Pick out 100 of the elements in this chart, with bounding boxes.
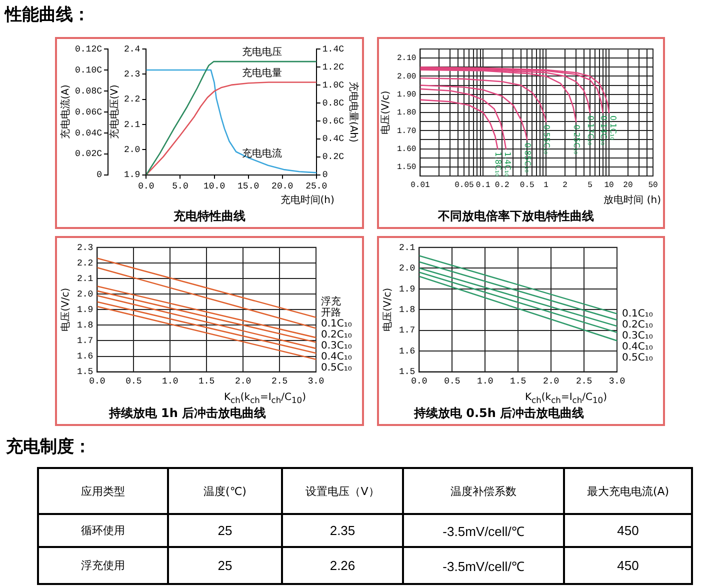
y-tick-label: 2.2 — [124, 94, 140, 105]
y-axis-title: 充电电压(V) — [108, 84, 121, 140]
x-tick-label: 1.0 — [162, 376, 178, 387]
category-label: 最大充电电流(A) — [564, 468, 692, 514]
x-tick-label: 0.0 — [138, 182, 154, 192]
text: 0.85C₁₀ — [523, 142, 532, 173]
x-tick-label: 50 — [648, 180, 658, 190]
series-label: 0.3C₁₀ — [622, 330, 653, 342]
text: 2.26 — [330, 558, 356, 573]
x-tick-label: 2.5 — [271, 376, 288, 387]
y-tick-label: 1.6 — [399, 346, 416, 356]
x-tick-label: 0.01 — [410, 180, 430, 190]
y2-tick-label: 1.4C — [322, 44, 345, 54]
x-tick-label: 20.0 — [272, 182, 294, 192]
x-tick-label: 0.5 — [520, 180, 535, 190]
x-tick-label: 3.0 — [608, 376, 626, 387]
x-tick-label: 2.5 — [576, 376, 592, 387]
series-label: 0.4C₁₀ — [321, 351, 352, 362]
y2-tick-label: 1.2C — [322, 62, 345, 72]
text: 25 — [218, 558, 232, 573]
y-tick-label: 1.8 — [399, 304, 416, 315]
y-axis-title: 电压(V/c) — [382, 288, 394, 332]
category-label: 设置电压（V） — [282, 468, 403, 514]
text: -3.5mV/cell/℃ — [442, 558, 524, 574]
x-tick-label: 1.5 — [198, 376, 215, 387]
text: -3.5mV/cell/℃ — [442, 524, 524, 538]
text: K$_{ch}$(k$_{ch}$=I$_{ch}$/C$_{10}$) — [524, 392, 607, 405]
series-label: 充电电压 — [242, 46, 282, 58]
series-label: 0.3C₁₀ — [321, 340, 352, 352]
text: 450 — [617, 523, 639, 538]
y3-tick-label: 0.12C — [74, 44, 103, 54]
y2-tick-label: 0.2C — [322, 152, 345, 162]
series-label: 0.2C₁₀ — [622, 319, 653, 330]
y-tick-label: 2.1 — [124, 120, 140, 130]
category-label: 温度补偿系数 — [403, 468, 564, 514]
series-label: 0.5C₁₀ — [321, 362, 352, 374]
text: 1.8C₁₀ — [494, 152, 503, 177]
y2-tick-label: 0.6C — [322, 116, 345, 126]
category-label: 温度(℃) — [168, 468, 282, 514]
y-tick-label: 2.0 — [77, 289, 94, 300]
y-tick-label: 1.6 — [77, 352, 94, 362]
x-tick-label: 25.0 — [306, 182, 328, 192]
y-tick-label: 1.50 — [397, 163, 416, 172]
x-tick-label: 0.0 — [89, 376, 106, 387]
category-label: 浮充使用 — [81, 559, 125, 572]
x-tick-label: 0.2 — [494, 180, 510, 190]
y-tick-label: 2.3 — [124, 70, 140, 80]
y-tick-label: 2.0 — [399, 264, 416, 274]
series-label: 0.1C₁₀ — [321, 318, 352, 330]
y-tick-label: 1.7 — [77, 336, 94, 346]
x-tick-label: 0.5 — [126, 376, 142, 387]
x-tick-label: 0.5 — [444, 376, 460, 387]
text: 充电制度： — [6, 436, 91, 458]
x-tick-label: 5.0 — [172, 182, 188, 192]
y-tick-label: 2.2 — [77, 258, 94, 268]
y-tick-label: 1.80 — [397, 108, 416, 118]
x-tick-label: 1.5 — [510, 376, 526, 387]
x-tick-label: 1.0 — [477, 376, 494, 387]
y-tick-label: 1.60 — [397, 144, 416, 154]
text: 充电特性曲线 — [172, 208, 246, 223]
series-label: 0.5C₁₀ — [622, 352, 653, 364]
x-tick-label: 10.0 — [203, 182, 226, 192]
y-tick-label: 1.90 — [397, 90, 416, 100]
x-tick-label: 1 — [544, 180, 549, 190]
x-tick-label: 3.0 — [308, 376, 324, 387]
y-tick-label: 2.0 — [124, 145, 140, 156]
series-label: 0.4C₁₀ — [622, 341, 653, 352]
x-tick-label: 2.0 — [234, 376, 252, 387]
y-axis-title: 电压(V/c) — [380, 90, 392, 134]
series-label: 充电电量 — [242, 67, 282, 80]
series-label: 0.2C₁₀ — [321, 329, 352, 340]
y3-tick-label: 0.08C — [74, 86, 103, 96]
x-tick-label: 10 — [604, 180, 614, 190]
series-label: 开路 — [321, 306, 341, 318]
x-tick-label: 0.05 — [454, 180, 474, 190]
x-axis-title: 放电时间 (h) — [604, 194, 661, 207]
y3-tick-label: 0.02C — [74, 149, 103, 160]
x-tick-label: 5 — [588, 180, 593, 190]
text: 0.14C₁₀ — [598, 116, 608, 146]
text: 持续放电 1h 后冲击放电曲线 — [108, 406, 266, 420]
text: 2.35 — [330, 523, 356, 538]
x-tick-label: 20 — [623, 180, 633, 190]
x-tick-label: 15.0 — [238, 182, 260, 192]
y-tick-label: 1.7 — [399, 326, 416, 336]
y3-tick-label: 0 — [96, 170, 102, 180]
y-tick-label: 1.5 — [77, 367, 94, 378]
y-tick-label: 2.4 — [124, 44, 140, 54]
y2-tick-label: 0 — [322, 170, 328, 180]
series-label: 0.1C₁₀ — [622, 308, 653, 320]
y2-axis-title: 充电电量(Ah) — [347, 81, 360, 142]
x-tick-label: 0.1 — [476, 180, 491, 190]
y-tick-label: 2.00 — [397, 72, 416, 82]
text: 不同放电倍率下放电特性曲线 — [437, 208, 594, 223]
text: 性能曲线： — [5, 5, 90, 25]
y-tick-label: 2.10 — [397, 54, 416, 64]
y3-tick-label: 0.06C — [74, 107, 103, 118]
y-axis-title: 电压(V/c) — [60, 288, 72, 332]
y-tick-label: 2.3 — [77, 242, 94, 253]
y-tick-label: 2.1 — [77, 274, 94, 284]
y-tick-label: 1.8 — [77, 320, 94, 331]
